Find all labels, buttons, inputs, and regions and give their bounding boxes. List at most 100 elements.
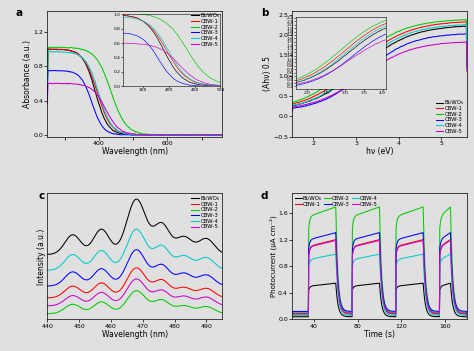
Bi₂WO₆ [202, 133, 208, 137]
CBW-4 [338, 80, 344, 84]
Bi₂WO₆ [459, 314, 465, 319]
Line: CBW-5: CBW-5 [292, 240, 467, 316]
CBW-5 [459, 311, 465, 315]
CBW-1 [45, 81, 50, 86]
CBW-1 [338, 77, 344, 81]
Bi₂WO₆ [100, 113, 106, 118]
CBW-5 [181, 133, 187, 137]
CBW-2 [425, 21, 431, 25]
CBW-2 [45, 312, 50, 316]
CBW-3 [219, 283, 225, 287]
CBW-3 [160, 133, 165, 137]
CBW-2 [404, 26, 410, 30]
Bi₂WO₆ [345, 77, 350, 81]
CBW-1 [404, 29, 410, 34]
CBW-5 [188, 296, 194, 300]
CBW-1 [427, 309, 433, 313]
CBW-4 [427, 310, 433, 314]
CBW-2 [160, 133, 165, 137]
CBW-5 [289, 313, 295, 318]
CBW-3 [427, 305, 433, 310]
CBW-1 [100, 107, 106, 111]
CBW-4 [128, 234, 133, 239]
CBW-2 [128, 292, 134, 296]
Line: CBW-4: CBW-4 [47, 52, 222, 135]
CBW-4 [134, 227, 139, 231]
CBW-4 [139, 233, 145, 237]
CBW-3 [462, 32, 468, 36]
CBW-5 [345, 84, 350, 88]
Line: CBW-4: CBW-4 [292, 25, 467, 110]
CBW-5 [219, 303, 225, 307]
CBW-3 [332, 93, 337, 97]
CBW-1 [134, 266, 139, 270]
CBW-3 [88, 96, 93, 100]
CBW-3 [94, 114, 100, 118]
CBW-3 [338, 88, 344, 92]
Bi₂WO₆ [464, 24, 469, 28]
Line: CBW-4: CBW-4 [47, 229, 222, 270]
X-axis label: Wavelength (nm): Wavelength (nm) [102, 147, 168, 156]
CBW-3 [298, 309, 304, 313]
CBW-1 [370, 239, 375, 244]
CBW-5 [338, 88, 344, 92]
Text: d: d [261, 191, 268, 201]
Line: CBW-3: CBW-3 [292, 34, 467, 112]
CBW-2 [100, 68, 106, 72]
Line: Bi₂WO₆: Bi₂WO₆ [292, 26, 467, 110]
CBW-4 [219, 266, 225, 271]
Bi₂WO₆ [219, 133, 225, 137]
CBW-3 [459, 309, 465, 313]
CBW-1 [460, 20, 465, 24]
CBW-4 [181, 133, 187, 137]
CBW-5 [219, 133, 225, 137]
CBW-1 [149, 280, 155, 284]
Bi₂WO₆ [45, 81, 50, 86]
CBW-5 [464, 313, 470, 318]
CBW-2 [420, 205, 426, 209]
CBW-2 [155, 133, 160, 137]
CBW-5 [149, 290, 155, 294]
CBW-4 [219, 133, 225, 137]
CBW-3 [425, 35, 431, 40]
CBW-2 [338, 72, 344, 76]
CBW-2 [216, 309, 221, 313]
CBW-5 [88, 86, 93, 91]
CBW-2 [464, 313, 470, 317]
Bi₂WO₆ [139, 205, 145, 210]
CBW-3 [420, 231, 426, 235]
CBW-3 [202, 132, 208, 137]
CBW-4 [54, 49, 60, 54]
Y-axis label: Intensity (a.u.): Intensity (a.u.) [37, 228, 46, 285]
CBW-1 [45, 296, 50, 300]
CBW-5 [141, 133, 146, 137]
CBW-2 [298, 311, 304, 315]
Line: CBW-4: CBW-4 [292, 254, 467, 317]
Bi₂WO₆ [160, 133, 165, 137]
CBW-2 [128, 293, 133, 297]
CBW-1 [181, 133, 187, 137]
Line: CBW-3: CBW-3 [292, 233, 467, 314]
CBW-1 [345, 71, 350, 75]
Bi₂WO₆ [131, 133, 137, 137]
CBW-1 [464, 314, 470, 318]
CBW-3 [404, 42, 410, 46]
CBW-4 [160, 133, 165, 137]
CBW-1 [54, 47, 59, 51]
CBW-4 [94, 85, 100, 90]
Line: CBW-1: CBW-1 [292, 240, 467, 316]
Line: CBW-3: CBW-3 [47, 250, 222, 286]
Bi₂WO₆ [149, 224, 155, 228]
Y-axis label: (Ahν) 0.5: (Ahν) 0.5 [263, 56, 272, 91]
CBW-3 [464, 65, 470, 69]
CBW-3 [45, 94, 50, 99]
CBW-4 [100, 104, 106, 108]
CBW-4 [88, 68, 93, 72]
CBW-3 [128, 254, 133, 258]
CBW-2 [447, 19, 453, 23]
CBW-2 [459, 310, 465, 314]
CBW-3 [149, 265, 155, 269]
CBW-4 [370, 253, 375, 258]
Line: CBW-2: CBW-2 [292, 20, 467, 108]
CBW-3 [464, 312, 470, 316]
